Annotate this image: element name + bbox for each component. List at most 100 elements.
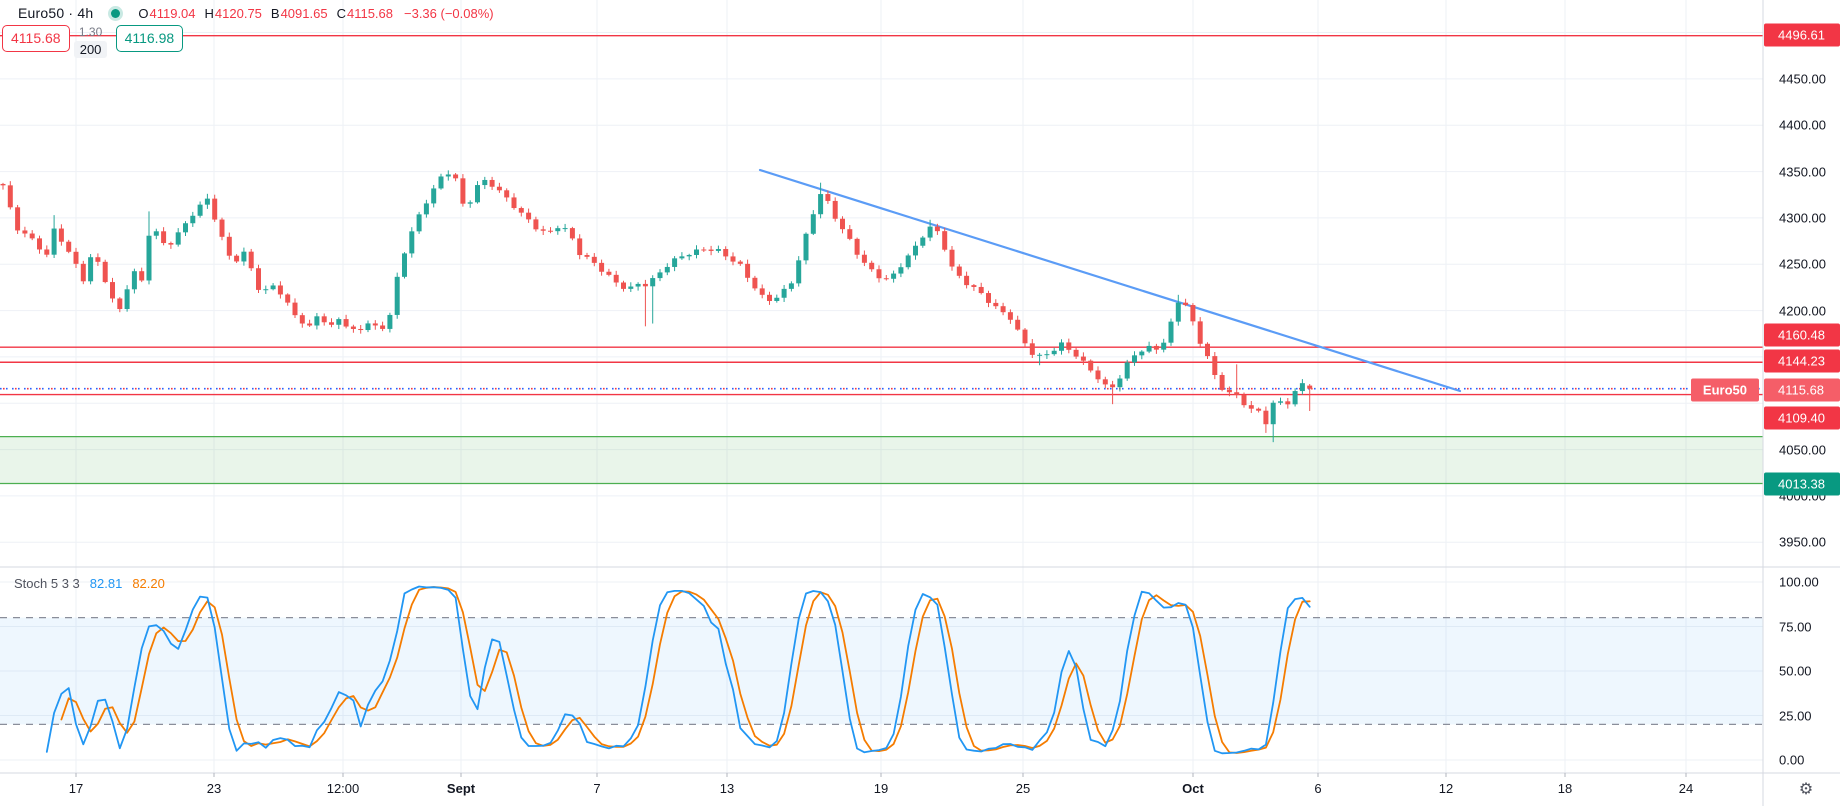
- candle-body: [219, 219, 225, 237]
- price-level-badge: 4496.61: [1764, 23, 1840, 47]
- candle-body: [307, 323, 313, 326]
- candle-body: [956, 266, 962, 276]
- candle-body: [460, 178, 466, 204]
- candle-body: [58, 228, 64, 242]
- candle-body: [1132, 355, 1137, 363]
- symbol-title[interactable]: Euro50 · 4h: [18, 5, 94, 21]
- candle-body: [548, 230, 553, 232]
- candle-body: [723, 249, 729, 257]
- stoch-axis-label: 0.00: [1779, 752, 1805, 768]
- price-axis-label: 4050.00: [1779, 442, 1826, 458]
- price-axis-label: 4200.00: [1779, 303, 1826, 319]
- candle-body: [292, 302, 298, 316]
- candle-body: [212, 198, 218, 220]
- candle-body: [1226, 389, 1232, 393]
- candle-body: [905, 255, 911, 268]
- candle-body: [701, 249, 707, 251]
- candle-body: [635, 283, 641, 287]
- candle-body: [1029, 343, 1035, 355]
- candle-body: [1197, 321, 1203, 344]
- candle-body: [708, 249, 714, 251]
- price-level-badge: 4109.40: [1764, 406, 1840, 430]
- candle-body: [796, 260, 802, 284]
- time-axis-label: 12:00: [326, 781, 360, 796]
- candle-body: [285, 294, 291, 303]
- candle-body: [44, 249, 50, 255]
- candlestick-series[interactable]: [0, 170, 1313, 443]
- candle-body: [869, 262, 875, 270]
- stoch-k-line[interactable]: [45, 585, 1311, 755]
- candle-body: [606, 271, 612, 275]
- candle-body: [321, 316, 327, 323]
- candle-body: [161, 231, 167, 244]
- time-axis-label: 23: [206, 781, 222, 796]
- ohlc-value: 4091.65: [280, 5, 328, 21]
- descending-trendline[interactable]: [758, 168, 1462, 393]
- candle-body: [226, 236, 232, 256]
- stoch-axis-label: 25.00: [1779, 708, 1812, 723]
- current-price-tag[interactable]: 4115.68: [2, 25, 70, 52]
- price-level-badge: 4115.68: [1764, 378, 1840, 402]
- candle-body: [1124, 362, 1130, 379]
- candle-body: [175, 232, 181, 245]
- ohlc-pair: H4120.75: [205, 6, 262, 21]
- candle-body: [1219, 374, 1225, 390]
- candle-body: [453, 174, 459, 179]
- candle-body: [613, 274, 619, 283]
- candle-body: [394, 276, 400, 315]
- candle-body: [88, 257, 94, 282]
- zone-price-badge: 4013.38: [1764, 472, 1840, 496]
- candle-body: [584, 255, 590, 257]
- candle-body: [591, 256, 597, 263]
- candle-body: [1307, 385, 1313, 389]
- candle-body: [241, 251, 247, 262]
- candle-body: [861, 254, 867, 263]
- candle-body: [416, 214, 422, 232]
- candle-body: [920, 237, 926, 246]
- candle-body: [314, 316, 320, 326]
- market-status-dot[interactable]: [111, 8, 121, 18]
- candle-body: [832, 200, 838, 219]
- candle-body: [1299, 383, 1305, 392]
- candle-body: [1212, 356, 1218, 375]
- candle-body: [380, 325, 386, 329]
- candle-body: [299, 315, 305, 324]
- candle-body: [978, 286, 984, 294]
- time-axis-label: Sept: [446, 781, 476, 796]
- candle-body: [168, 243, 174, 245]
- candle-body: [810, 214, 816, 234]
- candle-body: [679, 256, 685, 259]
- candle-body: [942, 231, 948, 250]
- candle-body: [825, 194, 831, 201]
- stoch-axis-label: 100.00: [1779, 574, 1819, 590]
- demand-zone[interactable]: [0, 436, 1763, 484]
- time-axis-label: 7: [593, 781, 601, 796]
- stoch-axis-label: 50.00: [1779, 663, 1812, 679]
- ohlc-value: 4120.75: [214, 5, 262, 21]
- candle-body: [818, 194, 824, 215]
- price-axis-label: 4350.00: [1779, 164, 1826, 180]
- candle-body: [511, 197, 517, 209]
- time-axis-label: 6: [1314, 781, 1322, 796]
- candle-body: [715, 249, 721, 251]
- candle-body: [774, 297, 780, 302]
- candle-body: [336, 319, 342, 325]
- candle-body: [1205, 343, 1210, 357]
- settings-gear-icon[interactable]: ⚙: [1798, 781, 1814, 798]
- candle-body: [73, 251, 79, 264]
- candle-body: [1270, 402, 1276, 425]
- candle-body: [248, 251, 254, 269]
- stoch-axis-label: 75.00: [1779, 619, 1812, 634]
- price-axis-label: 4300.00: [1779, 210, 1826, 226]
- candle-body: [781, 288, 787, 298]
- candle-body: [29, 233, 35, 239]
- ohlc-readout: O4119.04 H4120.75 B4091.65 C4115.68 −3.36 (−…: [138, 6, 493, 21]
- candle-body: [22, 230, 28, 234]
- candle-body: [1080, 356, 1086, 361]
- candle-body: [1110, 384, 1116, 388]
- ma-value-tag[interactable]: 4116.98: [115, 25, 184, 52]
- candle-body: [131, 271, 137, 290]
- stoch-indicator-name[interactable]: Stoch 5 3 3: [14, 576, 80, 591]
- time-axis-label: 18: [1557, 781, 1573, 796]
